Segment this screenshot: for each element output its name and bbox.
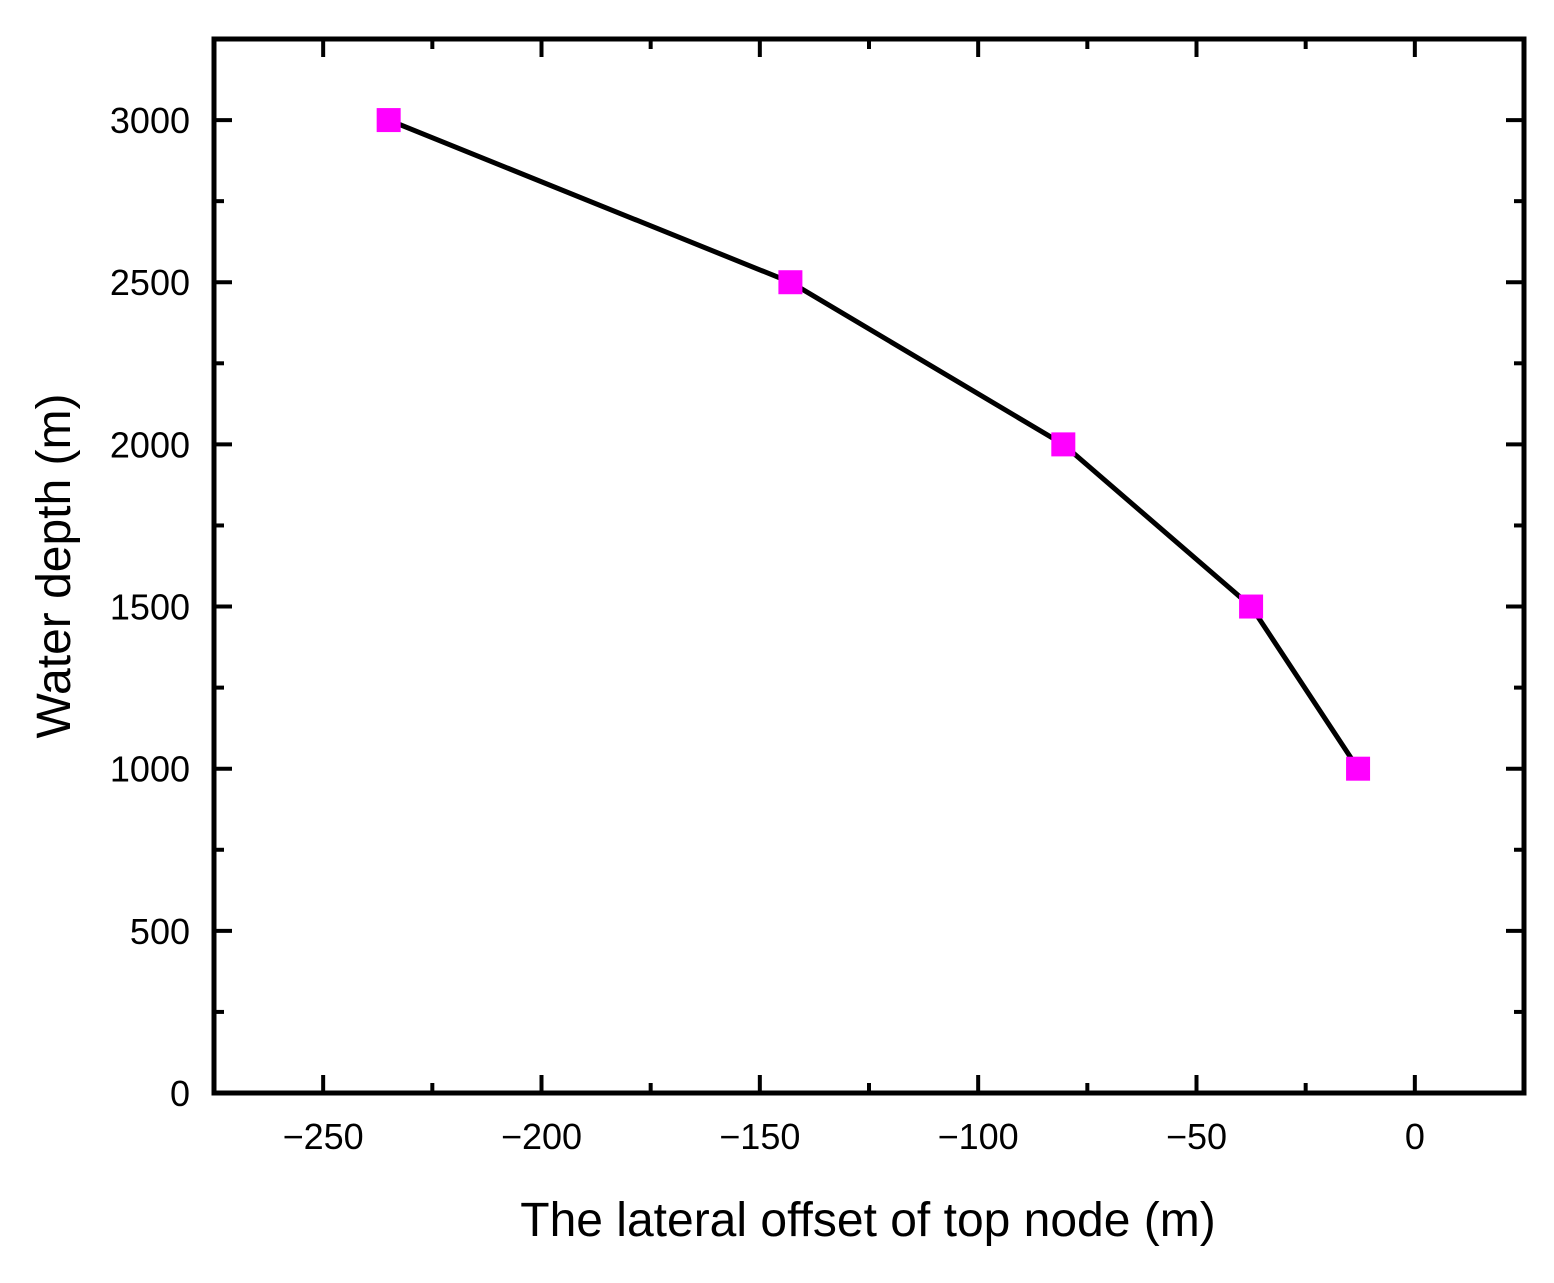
y-tick-label: 3000	[110, 100, 190, 141]
axis-ticks	[212, 37, 1526, 1095]
y-tick-label: 0	[170, 1073, 190, 1114]
x-tick-label: −150	[719, 1116, 800, 1157]
data-point-marker	[778, 270, 803, 295]
y-tick-label: 1000	[110, 749, 190, 790]
x-tick-label: −250	[283, 1116, 364, 1157]
y-tick-label: 500	[130, 911, 190, 952]
data-point-marker	[376, 108, 401, 133]
data-point-marker	[1239, 594, 1264, 619]
x-tick-label: −50	[1166, 1116, 1227, 1157]
data-point-marker	[1051, 432, 1076, 457]
x-tick-label: 0	[1405, 1116, 1425, 1157]
x-tick-label: −200	[501, 1116, 582, 1157]
y-tick-label: 1500	[110, 587, 190, 628]
series-layer	[376, 108, 1371, 781]
y-tick-label: 2500	[110, 262, 190, 303]
x-tick-label: −100	[938, 1116, 1019, 1157]
tick-labels: −250 −200 −150 −100 −50 0 0 500 1000 1500 2000 2500…	[110, 100, 1425, 1157]
series-line	[387, 117, 1361, 771]
y-axis-title: Water depth (m)	[28, 394, 81, 739]
data-point-marker	[1346, 756, 1371, 781]
y-tick-label: 2000	[110, 424, 190, 465]
x-axis-title: The lateral offset of top node (m)	[520, 1194, 1215, 1247]
plot-frame	[211, 36, 1527, 1096]
